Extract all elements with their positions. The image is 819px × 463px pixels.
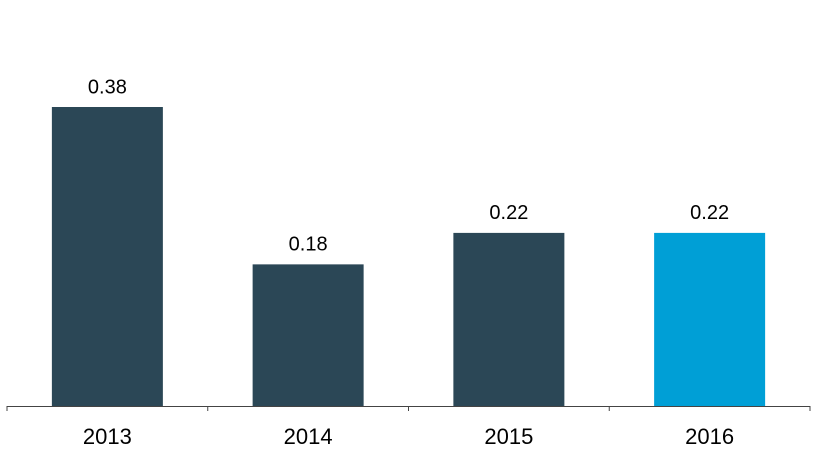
x-tick-label: 2015 xyxy=(484,424,533,449)
bar xyxy=(654,232,766,406)
x-tick-label: 2013 xyxy=(83,424,132,449)
bar xyxy=(51,107,163,406)
value-label: 0.38 xyxy=(88,76,127,98)
value-label: 0.22 xyxy=(489,202,528,224)
x-tick-label: 2016 xyxy=(685,424,734,449)
value-label: 0.22 xyxy=(690,202,729,224)
x-tick-label: 2014 xyxy=(284,424,333,449)
value-label: 0.18 xyxy=(289,234,328,256)
bar xyxy=(453,232,565,406)
bar xyxy=(252,264,364,406)
